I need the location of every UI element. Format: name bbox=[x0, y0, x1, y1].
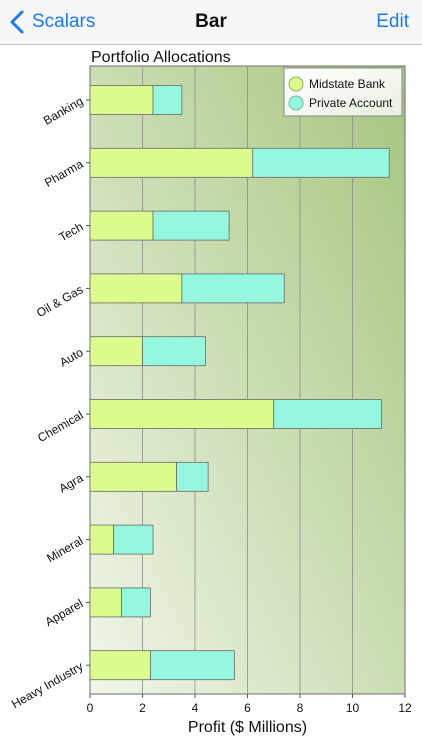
bar-midstate-bank bbox=[89, 399, 275, 429]
bar-series bbox=[89, 85, 390, 681]
x-tick-label: 6 bbox=[244, 701, 251, 715]
bar-private-account bbox=[142, 336, 206, 367]
x-axis-ticks: 0 2 4 6 8 10 12 bbox=[87, 694, 412, 715]
bar-midstate-bank bbox=[89, 587, 122, 618]
category-label: Auto bbox=[57, 345, 86, 370]
chart-legend: Midstate Bank Private Account bbox=[283, 67, 403, 117]
bar-private-account bbox=[181, 273, 285, 304]
navigation-bar: Scalars Bar Edit bbox=[0, 0, 422, 45]
legend-label-private-account: Private Account bbox=[309, 96, 393, 110]
x-tick-label: 0 bbox=[87, 701, 94, 715]
bar-midstate-bank bbox=[89, 461, 178, 492]
bar-private-account bbox=[149, 650, 235, 681]
chart-title: Portfolio Allocations bbox=[91, 49, 231, 66]
bar-private-account bbox=[113, 524, 154, 555]
bar-chart: Portfolio Allocations 0 2 4 6 8 10 12 Banking P… bbox=[9, 49, 412, 736]
category-label: Agra bbox=[57, 471, 86, 496]
category-label: Tech bbox=[57, 220, 86, 245]
bar-private-account bbox=[121, 587, 151, 618]
bar-midstate-bank bbox=[89, 85, 154, 115]
category-label: Mineral bbox=[44, 534, 85, 566]
bar-midstate-bank bbox=[89, 273, 183, 304]
bar-private-account bbox=[152, 85, 183, 115]
edit-button[interactable]: Edit bbox=[376, 11, 409, 32]
category-label: Chemical bbox=[35, 408, 85, 445]
chevron-left-icon bbox=[10, 10, 24, 34]
back-button-label: Scalars bbox=[32, 11, 96, 32]
bar-midstate-bank bbox=[89, 147, 254, 178]
bar-private-account bbox=[152, 210, 230, 241]
x-axis-title: Profit ($ Millions) bbox=[188, 719, 307, 736]
page-title: Bar bbox=[195, 11, 227, 32]
legend-label-midstate-bank: Midstate Bank bbox=[309, 77, 386, 91]
legend-swatch-midstate-bank bbox=[288, 76, 304, 92]
bar-midstate-bank bbox=[89, 524, 115, 555]
x-tick-label: 10 bbox=[346, 701, 360, 715]
category-label: Oil & Gas bbox=[34, 282, 85, 320]
bar-private-account bbox=[252, 147, 390, 178]
x-tick-label: 2 bbox=[139, 701, 146, 715]
category-label: Heavy Industry bbox=[9, 659, 85, 711]
legend-box bbox=[283, 67, 403, 117]
x-tick-label: 8 bbox=[297, 701, 304, 715]
bar-midstate-bank bbox=[89, 210, 154, 241]
back-button[interactable]: Scalars bbox=[8, 0, 95, 44]
x-tick-label: 4 bbox=[192, 701, 199, 715]
bar-private-account bbox=[176, 461, 209, 492]
legend-swatch-private-account bbox=[288, 95, 304, 111]
category-label: Pharma bbox=[42, 157, 86, 190]
category-labels: Banking Pharma Tech Oil & Gas Auto Chemical Ag… bbox=[9, 94, 90, 711]
category-label: Banking bbox=[41, 94, 86, 128]
bar-private-account bbox=[273, 399, 382, 429]
category-label: Apparel bbox=[43, 596, 86, 629]
bar-midstate-bank bbox=[89, 650, 151, 681]
bar-midstate-bank bbox=[89, 336, 143, 367]
x-tick-label: 12 bbox=[398, 701, 412, 715]
